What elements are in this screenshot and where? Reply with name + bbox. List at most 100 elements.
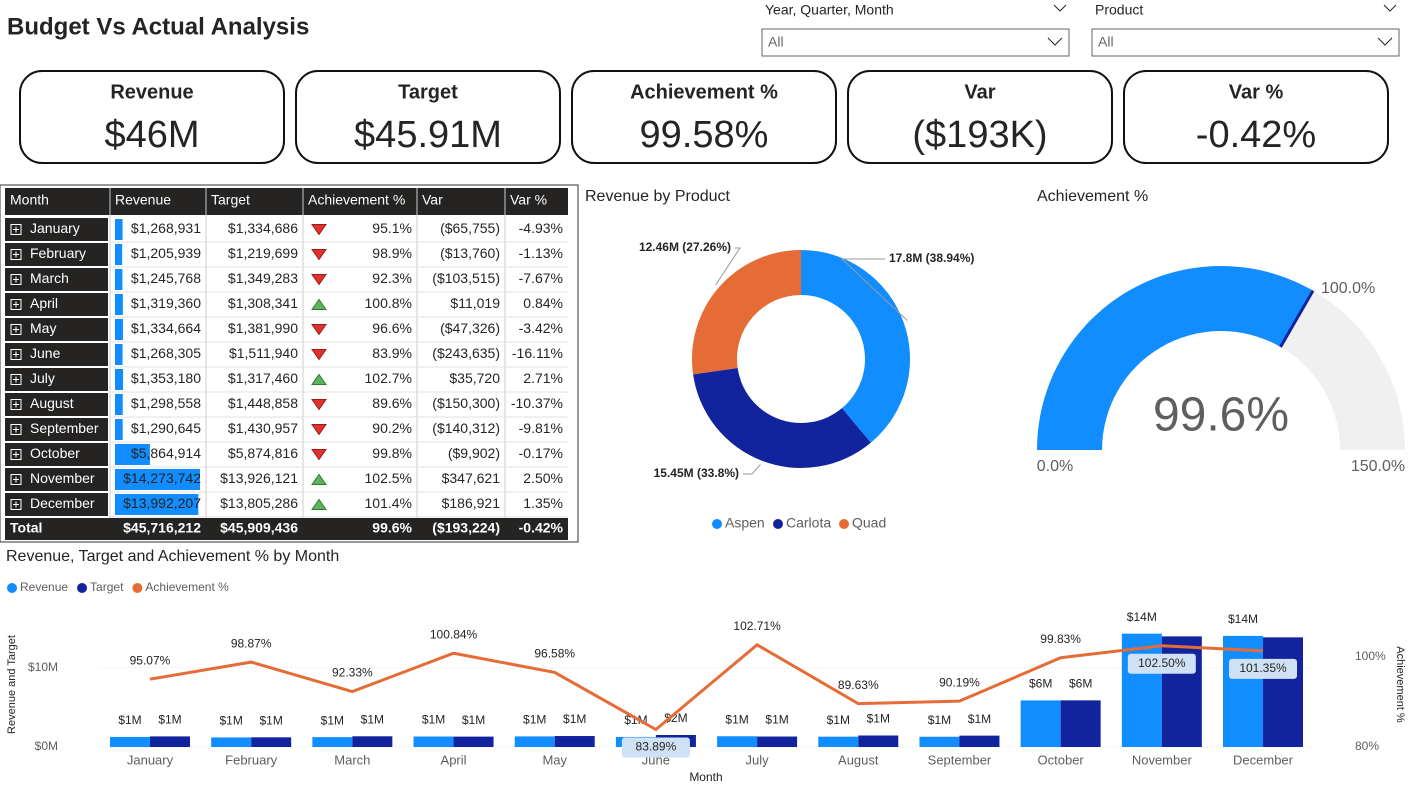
column-header[interactable]: Var xyxy=(422,192,443,208)
chevron[interactable] xyxy=(1383,4,1397,12)
table-cell: 100.8% xyxy=(365,295,412,311)
expand-icon[interactable] xyxy=(10,499,22,510)
table-cell: $186,921 xyxy=(442,495,501,511)
line xyxy=(149,642,1264,732)
table-cell: ($47,326) xyxy=(440,320,500,336)
column-header[interactable]: Revenue xyxy=(115,192,171,208)
bar[interactable] xyxy=(554,736,595,747)
legend-label[interactable]: Target xyxy=(90,580,124,594)
table-cell: 95.1% xyxy=(372,220,412,236)
expand-icon[interactable] xyxy=(10,324,22,335)
legend-label[interactable]: Carlota xyxy=(786,515,831,531)
legend-label[interactable]: Achievement % xyxy=(145,580,229,594)
data-label: $2M xyxy=(664,711,687,725)
gauge-target-label: 100.0% xyxy=(1321,280,1375,297)
total-row-bg xyxy=(5,518,568,540)
bar[interactable] xyxy=(211,737,252,747)
table-cell: $11,019 xyxy=(450,295,500,311)
donut-slice[interactable] xyxy=(693,368,871,468)
trend-up xyxy=(311,498,327,510)
table-cell: ($9,902) xyxy=(448,445,500,461)
bar[interactable] xyxy=(757,736,798,747)
expand-icon-plus xyxy=(13,376,19,383)
x-tick-label: December xyxy=(1233,752,1294,767)
trend-down xyxy=(311,274,327,286)
bar[interactable] xyxy=(858,735,899,747)
table-cell: ($13,760) xyxy=(440,245,500,261)
expand-icon[interactable] xyxy=(10,299,22,310)
bar[interactable] xyxy=(514,736,555,747)
bar[interactable] xyxy=(919,736,960,747)
bar[interactable] xyxy=(1263,637,1304,747)
slicer-box[interactable] xyxy=(1091,28,1400,57)
label-box xyxy=(621,737,690,758)
data-label: 99.83% xyxy=(1040,632,1081,646)
kpi-card xyxy=(19,70,285,164)
total-cell: ($193,224) xyxy=(432,520,500,536)
kpi-card xyxy=(295,70,561,164)
table-cell: ($150,300) xyxy=(432,395,500,411)
month-cell xyxy=(5,243,108,266)
bar[interactable] xyxy=(818,736,859,747)
bar[interactable] xyxy=(352,736,393,747)
bar[interactable] xyxy=(1223,635,1264,747)
table-cell: $1,205,939 xyxy=(131,245,201,261)
data-label: 12.46M (27.26%) xyxy=(639,240,731,254)
bar[interactable] xyxy=(959,735,1000,747)
column-header[interactable]: Target xyxy=(211,192,250,208)
slicer-box[interactable] xyxy=(761,28,1070,57)
x-tick-label: July xyxy=(746,752,770,767)
legend-label[interactable]: Aspen xyxy=(725,515,765,531)
table-cell: 92.3% xyxy=(372,270,412,286)
y2-tick-label: 100% xyxy=(1355,649,1386,663)
chevron[interactable] xyxy=(1047,37,1063,46)
expand-icon[interactable] xyxy=(10,399,22,410)
x-tick-label: November xyxy=(1132,752,1193,767)
expand-icon[interactable] xyxy=(10,474,22,485)
bar[interactable] xyxy=(1060,700,1101,747)
expand-icon[interactable] xyxy=(10,224,22,235)
bar[interactable] xyxy=(453,736,494,747)
column-header[interactable]: Month xyxy=(10,192,49,208)
chevron[interactable] xyxy=(1053,4,1067,12)
expand-icon[interactable] xyxy=(10,424,22,435)
slicer-value: All xyxy=(1098,34,1114,50)
bar[interactable] xyxy=(109,736,150,747)
data-label: $6M xyxy=(1029,677,1052,691)
kpi-value: ($193K) xyxy=(912,114,1047,156)
expand-icon[interactable] xyxy=(10,249,22,260)
table-cell: 0.84% xyxy=(523,295,563,311)
legend-marker xyxy=(7,583,17,593)
bar[interactable] xyxy=(413,736,454,747)
donut-slice[interactable] xyxy=(801,250,911,443)
legend-marker xyxy=(839,519,849,529)
donut-slice[interactable] xyxy=(692,250,801,375)
legend-label[interactable]: Quad xyxy=(852,515,886,531)
kpi-card xyxy=(847,70,1113,164)
label-box xyxy=(1229,658,1298,679)
bar[interactable] xyxy=(717,736,758,747)
bar[interactable] xyxy=(251,737,292,747)
data-label: $6M xyxy=(1069,677,1092,691)
bar[interactable] xyxy=(149,736,190,747)
table-cell: $13,992,207 xyxy=(123,495,201,511)
expand-icon-plus xyxy=(13,326,19,333)
expand-icon[interactable] xyxy=(10,274,22,285)
month-name: September xyxy=(30,420,99,436)
data-label: 98.87% xyxy=(231,636,272,650)
expand-icon[interactable] xyxy=(10,449,22,460)
data-bar xyxy=(115,344,123,365)
column-header[interactable]: Achievement % xyxy=(308,192,405,208)
column-header[interactable]: Var % xyxy=(510,192,547,208)
expand-icon[interactable] xyxy=(10,374,22,385)
table-cell: $13,926,121 xyxy=(220,470,298,486)
table-cell: 83.9% xyxy=(372,345,412,361)
expand-icon[interactable] xyxy=(10,349,22,360)
bar[interactable] xyxy=(1161,636,1202,747)
data-label: $1M xyxy=(462,713,485,727)
bar[interactable] xyxy=(1121,633,1162,747)
chevron[interactable] xyxy=(1377,37,1393,46)
bar[interactable] xyxy=(312,737,353,747)
bar[interactable] xyxy=(1020,700,1061,747)
legend-label[interactable]: Revenue xyxy=(20,580,68,594)
